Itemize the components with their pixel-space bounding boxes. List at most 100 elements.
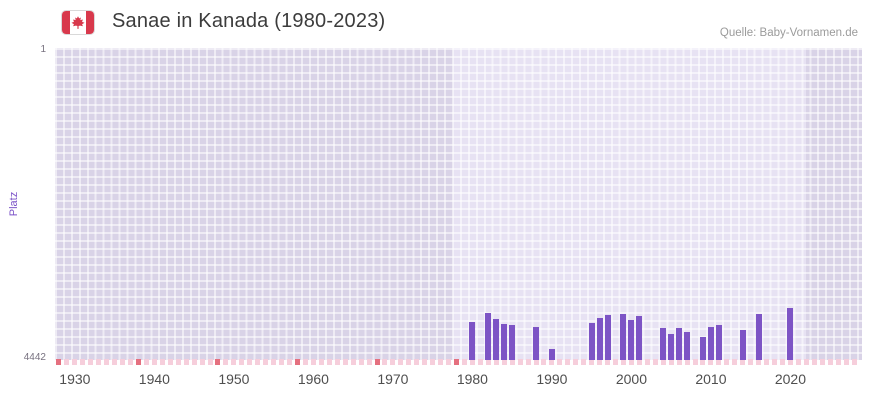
rank-bar-2001[interactable]: [636, 315, 643, 360]
plot-area: [55, 48, 862, 365]
rank-bar-1999[interactable]: [620, 314, 627, 360]
year-marker-light: [120, 359, 126, 365]
rank-bar-2014[interactable]: [739, 329, 746, 360]
year-marker-light: [167, 359, 173, 365]
year-marker-strong: [454, 359, 459, 365]
year-marker-light: [684, 359, 690, 365]
year-marker-light: [279, 359, 285, 365]
year-marker-light: [247, 359, 253, 365]
year-marker-light: [255, 359, 261, 365]
rank-bar-2020[interactable]: [787, 307, 794, 360]
year-marker-light: [787, 359, 793, 365]
rank-bar-1982[interactable]: [485, 312, 492, 360]
year-marker-light: [112, 359, 118, 365]
year-marker-light: [350, 359, 356, 365]
rank-bar-1995[interactable]: [588, 322, 595, 360]
x-tick-label: 2020: [774, 371, 807, 387]
year-marker-light: [692, 359, 698, 365]
rank-bar-1985[interactable]: [509, 324, 516, 360]
year-marker-light: [525, 359, 531, 365]
year-marker-light: [501, 359, 507, 365]
year-marker-light: [597, 359, 603, 365]
year-marker-light: [88, 359, 94, 365]
year-marker-light: [549, 359, 555, 365]
year-marker-light: [438, 359, 444, 365]
x-tick-label: 1990: [536, 371, 568, 387]
rank-bar-1980[interactable]: [469, 321, 476, 360]
highlight-band: [452, 48, 807, 360]
year-marker-light: [398, 359, 404, 365]
rank-bar-2011[interactable]: [715, 324, 722, 360]
rank-bar-1997[interactable]: [604, 314, 611, 360]
year-marker-light: [223, 359, 229, 365]
x-tick-label: 1980: [456, 371, 488, 387]
year-marker-light: [589, 359, 595, 365]
x-tick-label: 1940: [138, 371, 170, 387]
year-marker-light: [835, 359, 841, 365]
year-marker-light: [414, 359, 420, 365]
rank-bar-2010[interactable]: [707, 326, 714, 360]
year-marker-light: [390, 359, 396, 365]
year-marker-light: [636, 359, 642, 365]
year-marker-light: [803, 359, 809, 365]
x-tick-label: 1970: [377, 371, 409, 387]
year-marker-light: [461, 359, 467, 365]
year-marker-light: [406, 359, 412, 365]
year-marker-light: [772, 359, 778, 365]
year-marker-light: [708, 359, 714, 365]
rank-bar-2009[interactable]: [699, 336, 706, 360]
year-marker-strong: [56, 359, 62, 365]
marker-strip: [55, 48, 862, 365]
rank-bar-2000[interactable]: [628, 319, 635, 360]
year-marker-light: [334, 359, 340, 365]
year-marker-light: [676, 359, 682, 365]
year-marker-light: [485, 359, 491, 365]
x-tick-label: 1950: [218, 371, 250, 387]
canada-flag-icon: [62, 11, 94, 34]
year-marker-light: [541, 359, 547, 365]
year-marker-light: [605, 359, 611, 365]
rank-bar-1990[interactable]: [548, 349, 555, 360]
y-tick-bottom: 4442: [23, 352, 46, 363]
year-marker-light: [183, 359, 189, 365]
rank-bar-2004[interactable]: [660, 328, 667, 360]
rank-bar-2016[interactable]: [755, 314, 762, 360]
year-marker-light: [668, 359, 674, 365]
rank-bar-1988[interactable]: [533, 326, 540, 360]
year-marker-light: [748, 359, 754, 365]
year-marker-strong: [374, 359, 380, 365]
rank-bar-2007[interactable]: [684, 331, 691, 360]
rank-bar-2005[interactable]: [668, 333, 675, 360]
year-marker-light: [326, 359, 332, 365]
year-marker-light: [430, 359, 436, 365]
year-marker-light: [517, 359, 523, 365]
year-marker-light: [151, 359, 157, 365]
year-marker-light: [342, 359, 348, 365]
year-marker-light: [271, 359, 277, 365]
year-marker-light: [128, 359, 134, 365]
year-marker-light: [700, 359, 706, 365]
year-marker-light: [239, 359, 245, 365]
year-marker-light: [199, 359, 205, 365]
year-marker-strong: [215, 359, 221, 365]
source-credit-link[interactable]: Quelle: Baby-Vornamen.de: [719, 27, 858, 39]
year-marker-light: [843, 359, 849, 365]
year-marker-light: [779, 359, 785, 365]
year-marker-light: [159, 359, 165, 365]
y-tick-top: 1: [40, 44, 46, 55]
year-marker-light: [366, 359, 372, 365]
bars-layer: [55, 48, 862, 360]
x-axis: 1930 1940 1950 1960 1970 1980 1990 2000 2010 2020: [55, 371, 862, 391]
rank-bar-2006[interactable]: [676, 328, 683, 360]
rank-bar-1983[interactable]: [493, 319, 500, 360]
year-marker-light: [851, 359, 857, 365]
x-tick-label: 2010: [695, 371, 727, 387]
year-marker-light: [811, 359, 817, 365]
year-marker-light: [446, 359, 452, 365]
year-marker-light: [740, 359, 746, 365]
rank-bar-1984[interactable]: [501, 324, 508, 360]
year-marker-light: [231, 359, 237, 365]
rank-bar-1996[interactable]: [596, 318, 603, 360]
year-marker-light: [493, 359, 499, 365]
